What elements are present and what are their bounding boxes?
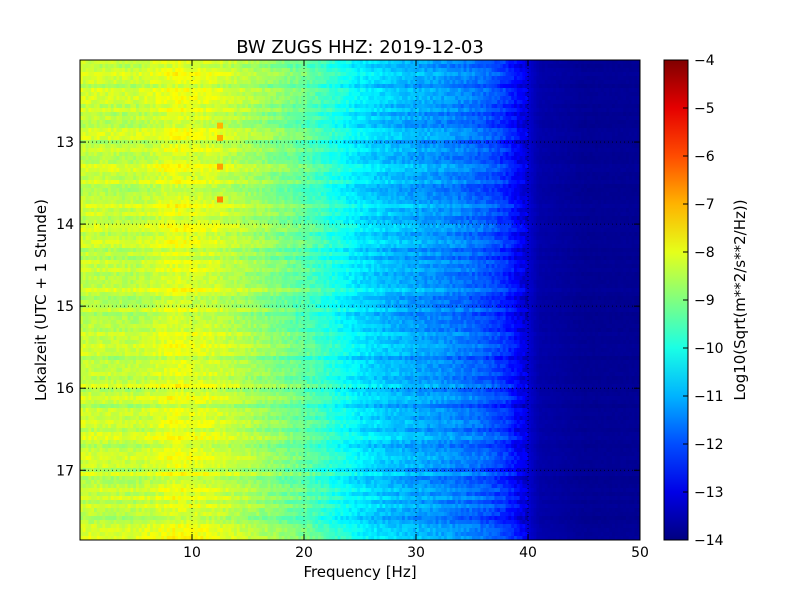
spectrogram-heatmap xyxy=(80,60,641,541)
chart-title: BW ZUGS HHZ: 2019-12-03 xyxy=(236,37,484,58)
